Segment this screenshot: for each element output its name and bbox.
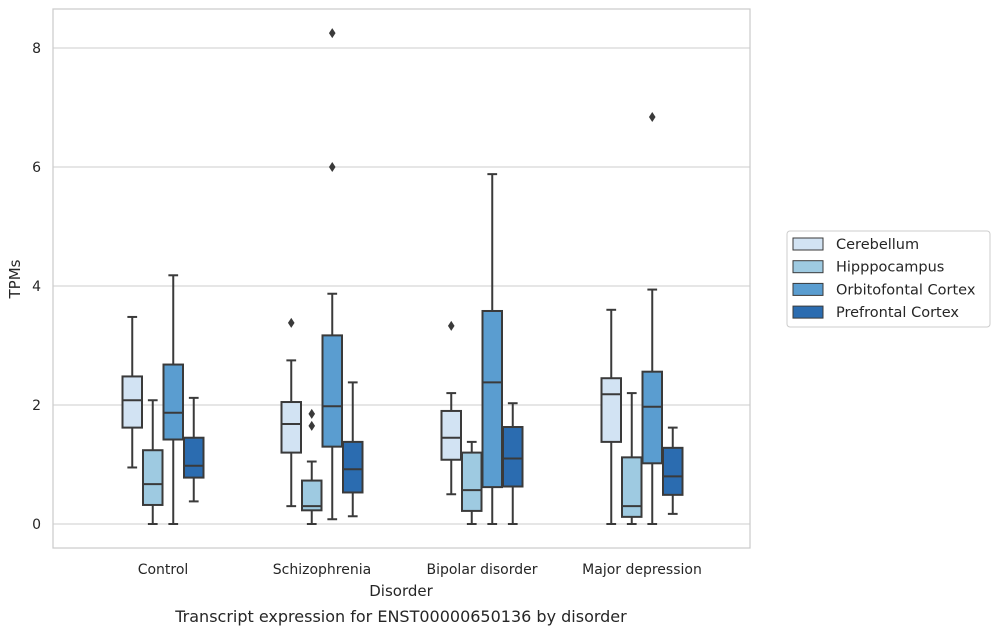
- box-body: [321, 334, 343, 448]
- box: [142, 399, 164, 525]
- box-body: [621, 456, 643, 518]
- outlier-point: [447, 320, 455, 331]
- y-tick-label: 8: [32, 41, 41, 57]
- box-body: [183, 436, 205, 479]
- box: [662, 426, 684, 515]
- legend-swatch: [792, 260, 824, 274]
- x-tick-label: Major depression: [582, 562, 702, 578]
- box: [621, 392, 643, 525]
- box-body: [481, 309, 503, 489]
- y-axis-ticks: 0 2 4 6 8: [32, 41, 41, 533]
- box: [162, 274, 184, 525]
- box: [461, 440, 483, 525]
- legend-swatch: [792, 282, 824, 296]
- plot-area: [121, 28, 684, 525]
- outlier-point: [328, 162, 336, 172]
- outlier-point: [648, 112, 656, 123]
- outlier-point: [328, 28, 336, 39]
- box-body: [301, 479, 323, 512]
- y-axis-label: TPMs: [6, 259, 24, 299]
- box: [280, 317, 302, 508]
- box-body: [280, 401, 302, 454]
- legend-label: Hipppocampus: [836, 260, 944, 276]
- box-body: [641, 370, 663, 465]
- box-body: [502, 426, 524, 488]
- box: [440, 320, 462, 496]
- x-tick-label: Control: [138, 562, 189, 578]
- x-axis-ticks: Control Schizophrenia Bipolar disorder Majo…: [138, 562, 702, 578]
- box-body: [121, 375, 143, 429]
- box: [121, 315, 143, 469]
- legend-label: Prefrontal Cortex: [836, 305, 959, 321]
- plot-frame: [52, 8, 751, 549]
- x-tick-label: Bipolar disorder: [426, 562, 537, 578]
- outlier-point: [287, 317, 295, 328]
- box-body: [461, 451, 483, 512]
- box: [600, 308, 622, 525]
- outlier-point: [308, 408, 316, 419]
- box-body: [142, 449, 164, 506]
- chart-caption: Transcript expression for ENST0000065013…: [174, 607, 627, 626]
- box: [342, 381, 364, 518]
- y-tick-label: 4: [32, 279, 41, 295]
- box-body: [662, 446, 684, 496]
- y-tick-label: 2: [32, 398, 41, 414]
- box: [481, 173, 503, 525]
- box-body: [600, 377, 622, 443]
- box: [321, 28, 343, 521]
- box: [301, 408, 323, 525]
- legend-frame: [786, 230, 991, 328]
- y-tick-label: 0: [32, 517, 41, 533]
- legend-label: Cerebellum: [836, 237, 919, 253]
- legend-swatch: [792, 237, 824, 251]
- box-body: [440, 409, 462, 461]
- box: [502, 402, 524, 525]
- box-body: [342, 440, 364, 494]
- legend-swatch: [792, 305, 824, 319]
- box: [641, 112, 663, 525]
- y-tick-label: 6: [32, 160, 41, 176]
- outlier-point: [308, 420, 316, 431]
- box: [183, 396, 205, 503]
- x-axis-label: Disorder: [369, 582, 433, 600]
- legend: Cerebellum Hipppocampus Orbitofontal Corte…: [786, 230, 991, 328]
- box-body: [162, 363, 184, 441]
- legend-label: Orbitofontal Cortex: [836, 282, 976, 298]
- x-tick-label: Schizophrenia: [273, 562, 371, 578]
